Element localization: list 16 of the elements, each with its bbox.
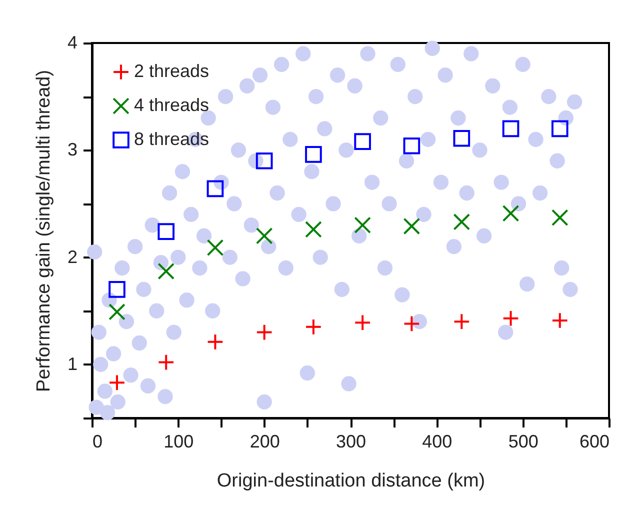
x-tick-label: 100 (164, 432, 194, 452)
y-tick-label: 2 (67, 246, 78, 267)
y-tick-label: 4 (67, 32, 78, 52)
x-axis-title: Origin-destination distance (km) (216, 470, 486, 492)
x-tick-label: 600 (579, 432, 610, 452)
x-tick-label: 500 (508, 432, 538, 452)
legend-label: 4 threads (134, 95, 210, 115)
x-tick-label: 300 (336, 432, 366, 452)
x-tick-label: 0 (92, 432, 103, 452)
y-tick-label: 3 (67, 140, 78, 160)
x-tick-label: 200 (250, 432, 280, 452)
legend-label: 2 threads (134, 61, 210, 81)
y-axis-title: Performance gain (single/multi thread) (33, 70, 54, 392)
x-tick-label: 400 (422, 432, 452, 452)
y-tick-label: 1 (67, 354, 78, 374)
legend-label: 8 threads (134, 129, 210, 149)
